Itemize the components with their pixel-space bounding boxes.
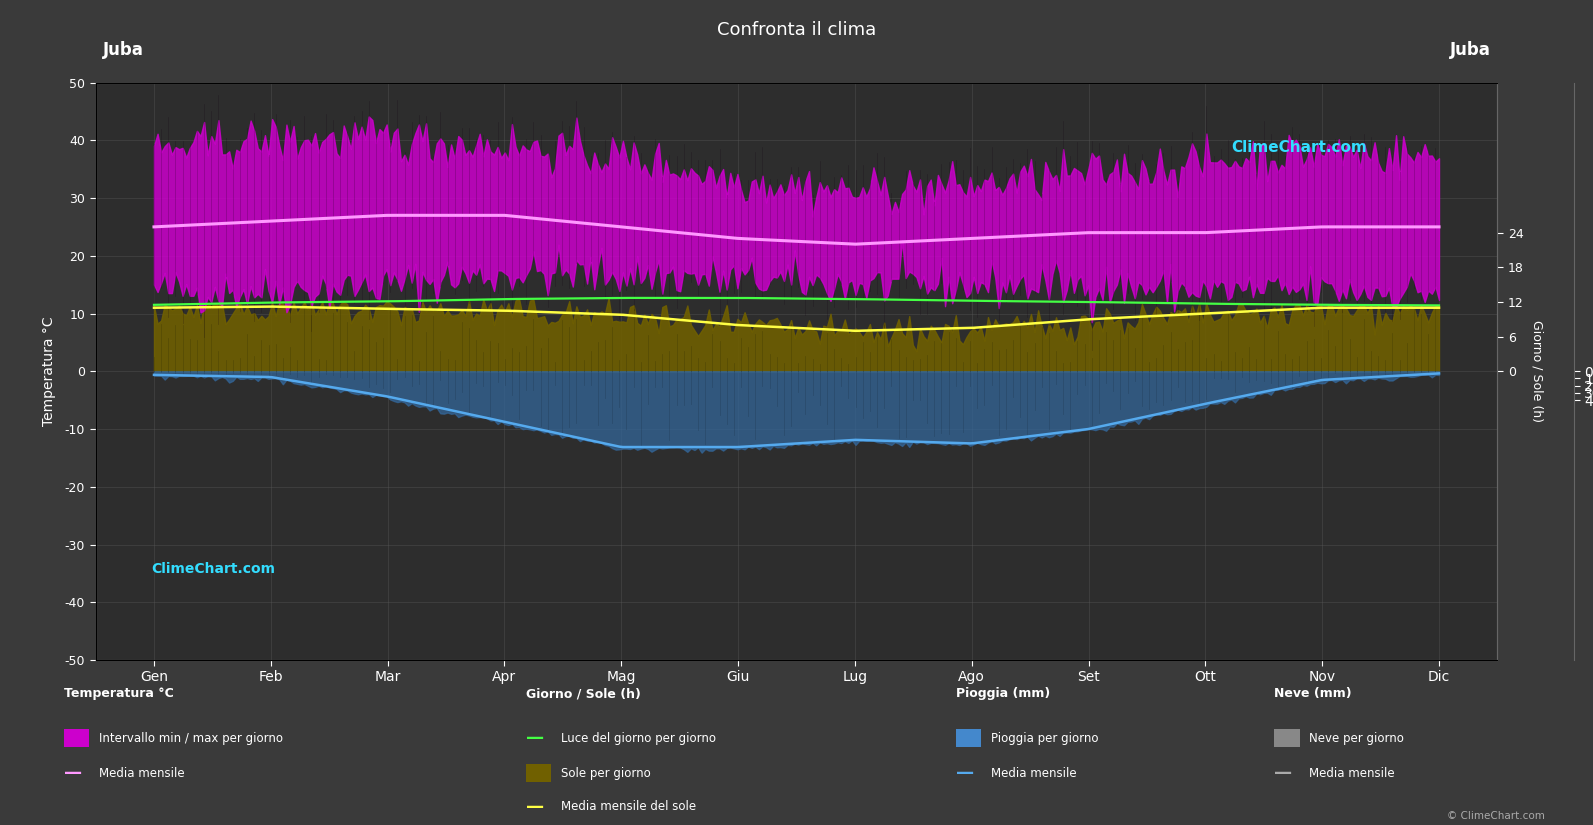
Text: —: —: [526, 729, 543, 747]
Text: Confronta il clima: Confronta il clima: [717, 21, 876, 39]
Text: © ClimeChart.com: © ClimeChart.com: [1448, 811, 1545, 821]
Text: Sole per giorno: Sole per giorno: [561, 766, 650, 780]
Text: —: —: [64, 764, 81, 782]
Text: —: —: [956, 764, 973, 782]
Text: Media mensile: Media mensile: [99, 766, 185, 780]
Text: Neve (mm): Neve (mm): [1274, 687, 1352, 700]
Text: Neve per giorno: Neve per giorno: [1309, 732, 1405, 745]
Text: Pioggia per giorno: Pioggia per giorno: [991, 732, 1098, 745]
Text: —: —: [526, 798, 543, 816]
Text: ClimeChart.com: ClimeChart.com: [151, 562, 276, 576]
Text: Giorno / Sole (h): Giorno / Sole (h): [526, 687, 640, 700]
Text: Media mensile: Media mensile: [991, 766, 1077, 780]
Text: Juba: Juba: [102, 41, 143, 59]
Text: Intervallo min / max per giorno: Intervallo min / max per giorno: [99, 732, 284, 745]
Text: Pioggia (mm): Pioggia (mm): [956, 687, 1050, 700]
Text: Temperatura °C: Temperatura °C: [64, 687, 174, 700]
Text: ClimeChart.com: ClimeChart.com: [1231, 140, 1367, 155]
Text: Media mensile: Media mensile: [1309, 766, 1395, 780]
Y-axis label: Giorno / Sole (h): Giorno / Sole (h): [1531, 320, 1544, 422]
Text: —: —: [1274, 764, 1292, 782]
Text: Media mensile del sole: Media mensile del sole: [561, 800, 696, 813]
Text: Luce del giorno per giorno: Luce del giorno per giorno: [561, 732, 715, 745]
Text: Juba: Juba: [1450, 41, 1491, 59]
Y-axis label: Temperatura °C: Temperatura °C: [43, 317, 56, 426]
